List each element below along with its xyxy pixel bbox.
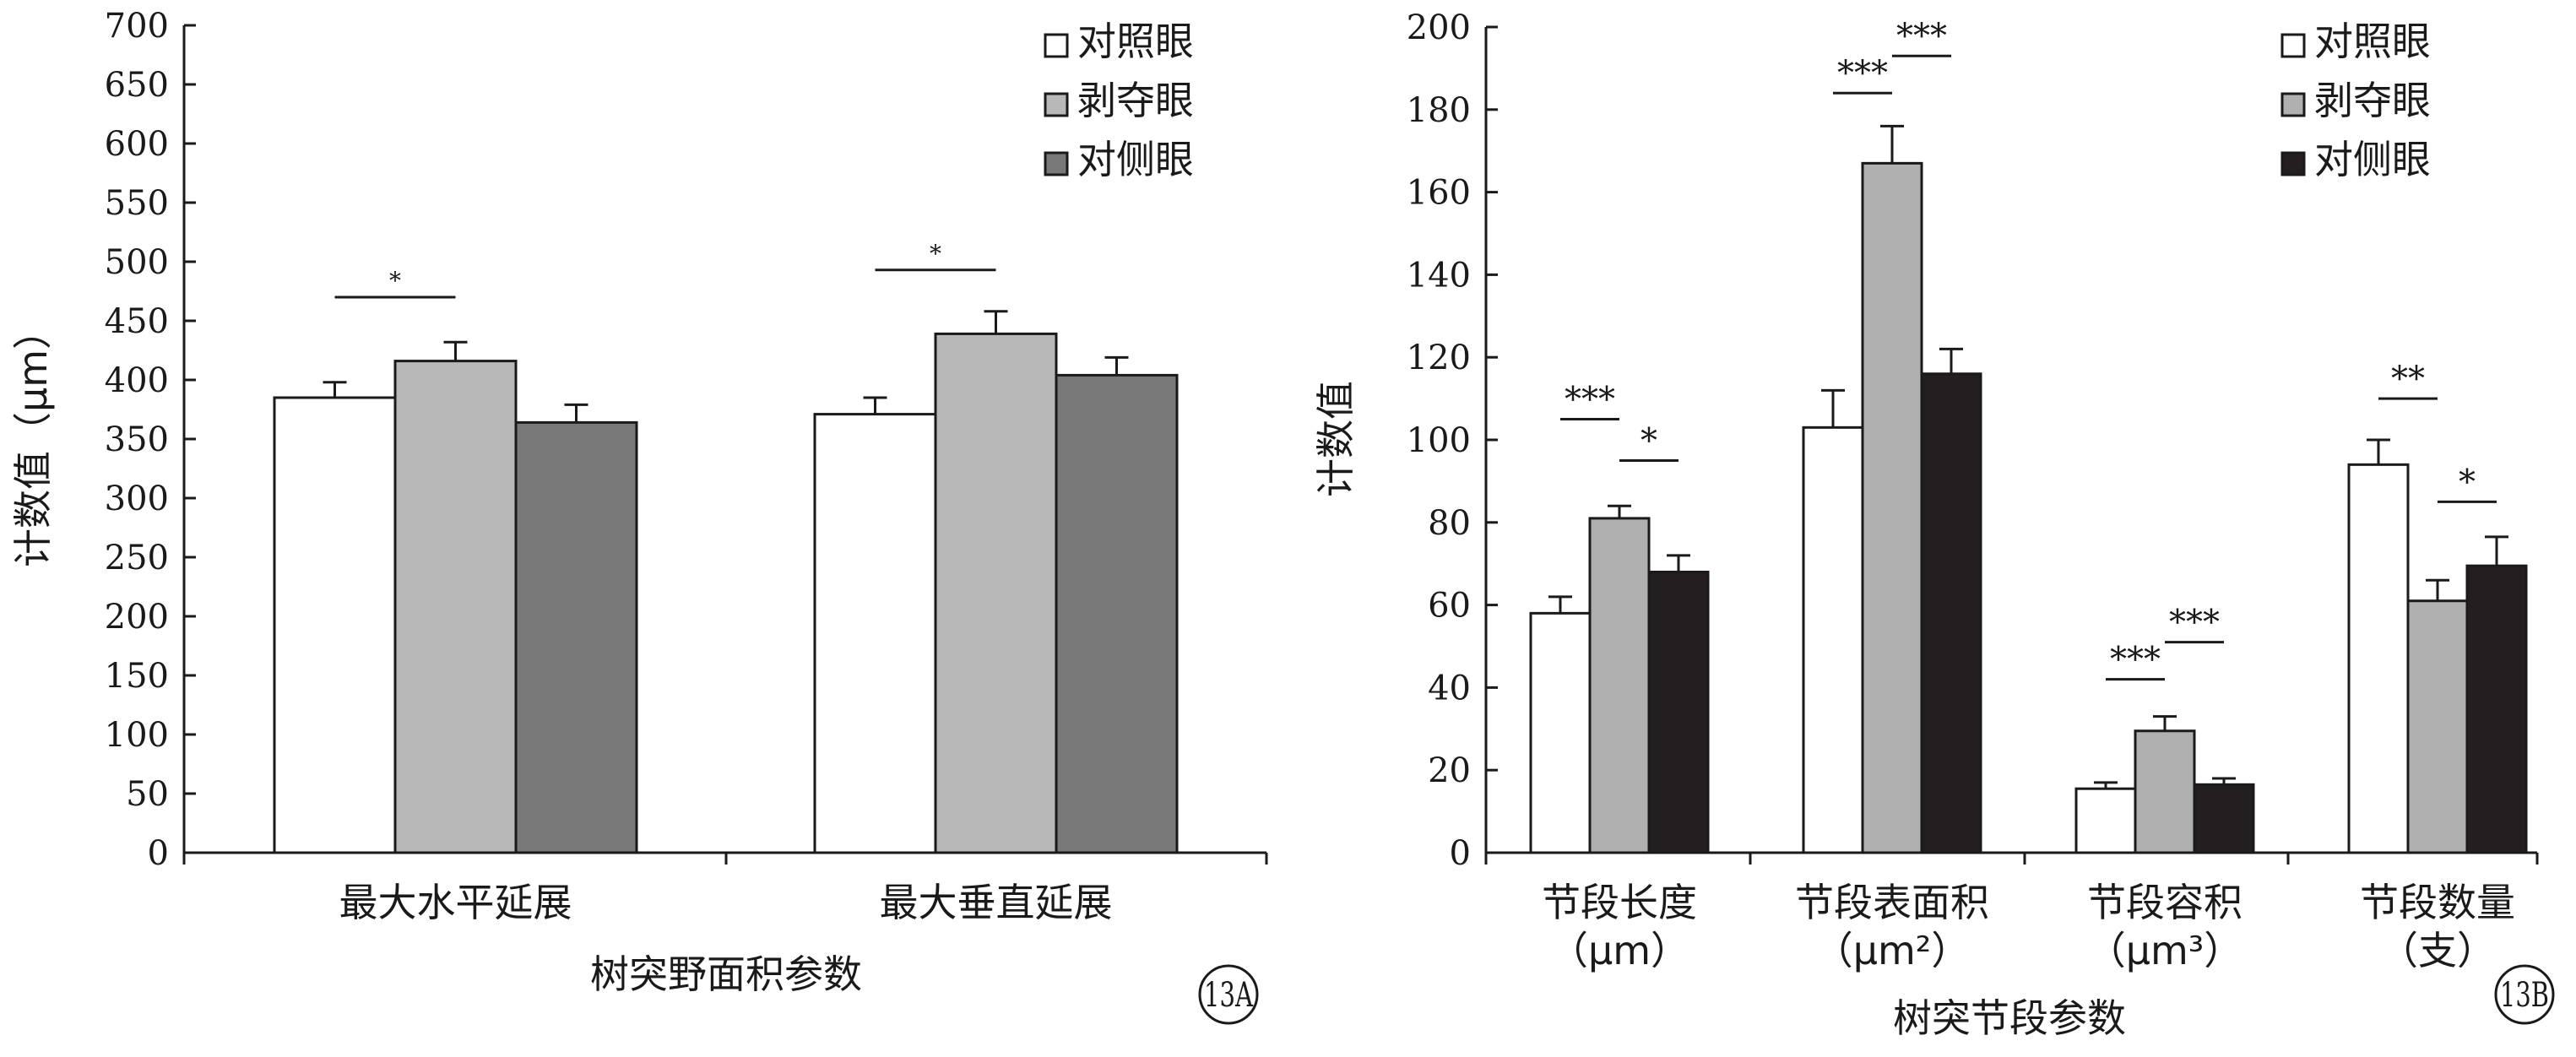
bar [813, 413, 937, 854]
legend-label: 对侧眼 [2314, 137, 2431, 182]
y-tick-label: 150 [105, 657, 169, 696]
legend-label: 剥夺眼 [1077, 78, 1194, 123]
bar [2465, 564, 2528, 854]
y-tick-label: 400 [105, 361, 169, 400]
y-tick-label: 140 [1407, 256, 1471, 295]
y-tick-label: 650 [105, 66, 169, 105]
legend-swatch [1044, 92, 1069, 117]
legend-label: 剥夺眼 [2314, 78, 2431, 123]
y-tick-label: 450 [105, 302, 169, 341]
y-tick-label: 120 [1407, 339, 1471, 377]
bar [2193, 783, 2255, 854]
panel-tag: 13B [2500, 976, 2549, 1015]
y-tick-label: 350 [105, 420, 169, 459]
category-label: 节段长度 [1542, 880, 1697, 925]
x-axis-title: 树突节段参数 [1893, 995, 2126, 1041]
category-unit-label: （μm²） [1814, 928, 1971, 973]
category-unit-label: （μm³） [2087, 928, 2243, 973]
y-tick-label: 600 [105, 125, 169, 164]
legend-label: 对侧眼 [1077, 137, 1194, 182]
bar [393, 360, 518, 854]
bar [934, 332, 1058, 854]
bar [2134, 729, 2196, 854]
significance-label: * [1641, 421, 1657, 460]
y-tick-label: 50 [126, 775, 169, 814]
significance-label: *** [2110, 641, 2161, 680]
bar [1588, 517, 1651, 854]
y-tick-label: 700 [105, 7, 169, 46]
panel-13a-chart: 0 50 100 150 200 250 300 350 400 450 500 550 600 650 7… [10, 7, 1268, 1025]
significance-label: * [389, 267, 401, 295]
category-label: 节段容积 [2087, 880, 2242, 925]
y-tick-label: 0 [1450, 834, 1471, 873]
significance-label: *** [1565, 381, 1615, 420]
panel-tag: 13A [1204, 976, 1254, 1015]
x-axis-title: 树突野面积参数 [590, 951, 862, 997]
y-tick-label: 250 [105, 539, 169, 577]
y-tick-label: 60 [1428, 587, 1471, 626]
y-tick-label: 40 [1428, 669, 1471, 707]
legend-swatch [2280, 92, 2306, 117]
bar [273, 396, 397, 854]
legend-swatch [1044, 151, 1069, 176]
y-tick-label: 180 [1407, 91, 1471, 130]
legend-label: 对照眼 [1077, 19, 1194, 64]
y-tick-label: 20 [1428, 751, 1471, 790]
y-tick-label: 100 [105, 716, 169, 755]
bar [514, 420, 638, 854]
significance-label: ** [2391, 360, 2425, 398]
y-tick-label: 200 [1407, 8, 1471, 47]
category-label: 节段数量 [2360, 880, 2515, 925]
significance-label: * [2459, 463, 2476, 501]
legend-swatch [2280, 33, 2306, 58]
y-tick-label: 100 [1407, 421, 1471, 460]
significance-label: * [930, 240, 941, 268]
y-tick-label: 550 [105, 184, 169, 223]
bar [2074, 787, 2137, 854]
y-axis-title: 计数值（μm） [10, 311, 56, 567]
bar [2347, 463, 2410, 854]
category-label: 节段表面积 [1795, 880, 1989, 925]
category-label: 最大垂直延展 [880, 880, 1113, 925]
y-tick-label: 300 [105, 480, 169, 518]
bar [1055, 373, 1179, 854]
significance-label: *** [1837, 54, 1888, 93]
legend-label: 对照眼 [2314, 19, 2431, 64]
bar [1920, 372, 1982, 854]
panel-tag-circle [2494, 964, 2555, 1025]
y-tick-label: 80 [1428, 504, 1471, 543]
bar [2406, 599, 2469, 854]
panel-tag-circle [1198, 964, 1259, 1025]
significance-label: *** [2169, 604, 2220, 642]
y-tick-label: 0 [148, 834, 169, 873]
legend-swatch [1044, 33, 1069, 58]
y-tick-label: 500 [105, 243, 169, 282]
legend-swatch [2280, 151, 2306, 176]
significance-label: *** [1896, 17, 1947, 56]
bar [1861, 161, 1923, 854]
bar [1802, 426, 1864, 854]
category-unit-label: （支） [2379, 928, 2496, 973]
bar [1529, 611, 1592, 854]
category-unit-label: （μm） [1549, 928, 1689, 973]
y-tick-label: 200 [105, 598, 169, 637]
y-tick-label: 160 [1407, 174, 1471, 213]
y-axis-title: 计数值 [1313, 381, 1359, 497]
category-label: 最大水平延展 [339, 880, 572, 925]
bar [1647, 570, 1710, 854]
